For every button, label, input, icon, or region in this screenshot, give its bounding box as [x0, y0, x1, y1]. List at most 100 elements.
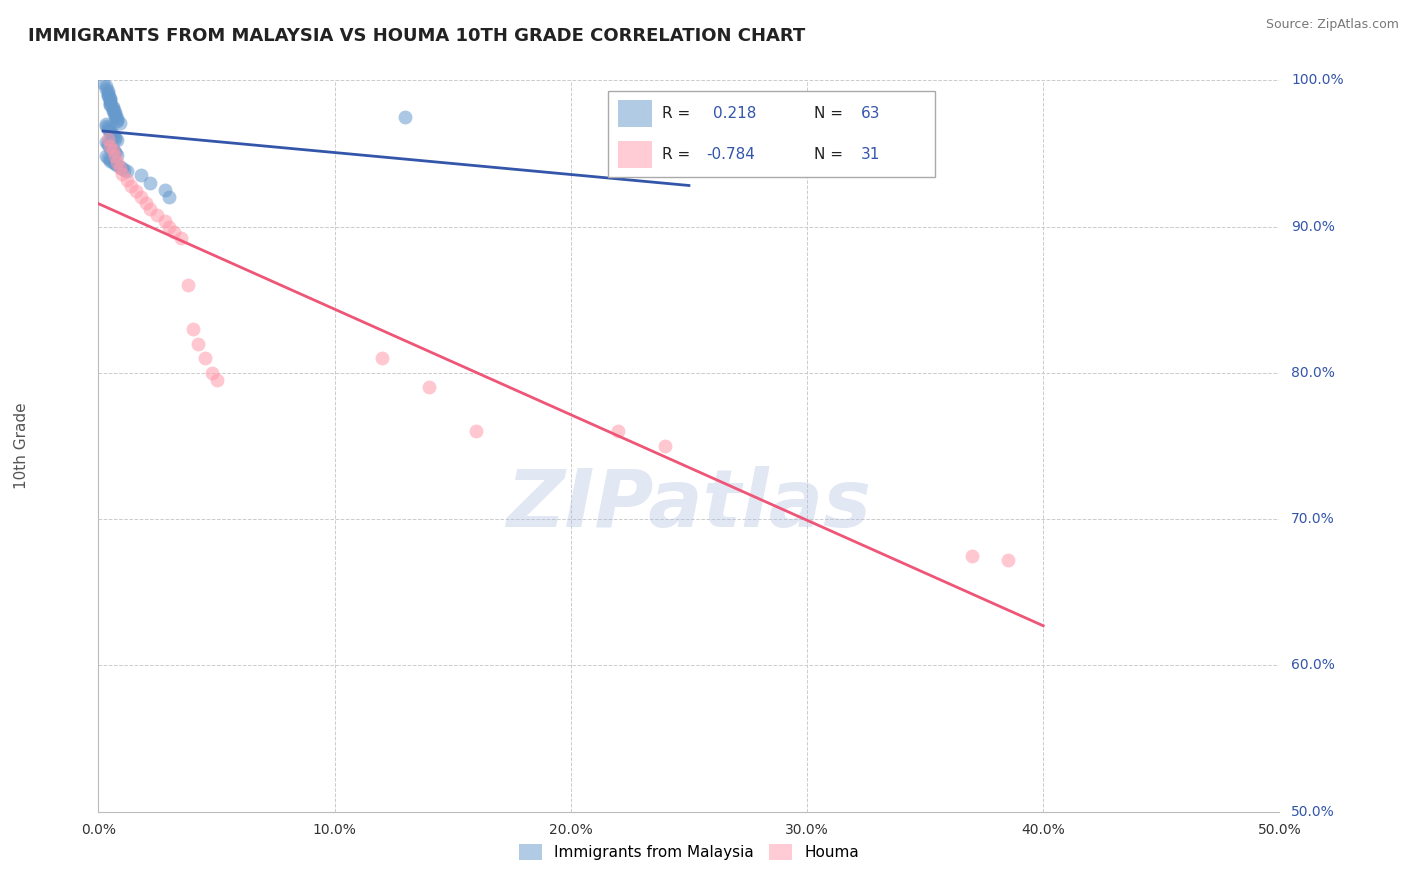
Point	[98, 123, 121, 137]
Point	[654, 439, 676, 453]
Point	[94, 149, 117, 163]
Point	[101, 103, 124, 118]
Point	[97, 136, 120, 151]
Point	[104, 156, 127, 170]
Text: R =: R =	[662, 147, 690, 161]
FancyBboxPatch shape	[619, 100, 652, 127]
Text: R =: R =	[662, 106, 690, 120]
Point	[101, 128, 124, 143]
Text: Source: ZipAtlas.com: Source: ZipAtlas.com	[1265, 18, 1399, 31]
Text: 80.0%: 80.0%	[1291, 366, 1336, 380]
Point	[129, 190, 152, 204]
Text: N =: N =	[814, 147, 842, 161]
Text: 31: 31	[860, 147, 880, 161]
Point	[98, 92, 121, 106]
Point	[465, 425, 488, 439]
Point	[153, 183, 176, 197]
Point	[101, 155, 124, 169]
Point	[157, 219, 180, 234]
Point	[125, 185, 148, 199]
Point	[157, 190, 180, 204]
Point	[104, 107, 127, 121]
Point	[98, 153, 121, 168]
Point	[105, 155, 128, 169]
Point	[104, 110, 127, 124]
Text: 10th Grade: 10th Grade	[14, 402, 30, 490]
Point	[121, 178, 143, 193]
Text: 10.0%: 10.0%	[312, 823, 357, 838]
Point	[394, 110, 416, 124]
Point	[105, 148, 128, 162]
Point	[170, 231, 193, 245]
Point	[153, 213, 176, 227]
Text: 0.218: 0.218	[713, 106, 756, 120]
Point	[98, 124, 121, 138]
Text: IMMIGRANTS FROM MALAYSIA VS HOUMA 10TH GRADE CORRELATION CHART: IMMIGRANTS FROM MALAYSIA VS HOUMA 10TH G…	[28, 27, 806, 45]
FancyBboxPatch shape	[619, 141, 652, 168]
Point	[108, 116, 131, 130]
Point	[194, 351, 217, 366]
Point	[105, 133, 128, 147]
Point	[129, 169, 152, 183]
Text: 30.0%: 30.0%	[785, 823, 830, 838]
Point	[104, 145, 127, 159]
Point	[98, 91, 121, 105]
Point	[98, 95, 121, 110]
Point	[115, 173, 138, 187]
Point	[104, 108, 127, 122]
Point	[98, 140, 121, 154]
Text: 60.0%: 60.0%	[1291, 658, 1336, 673]
Text: -0.784: -0.784	[706, 147, 755, 161]
Point	[997, 553, 1019, 567]
Point	[201, 366, 224, 380]
FancyBboxPatch shape	[607, 91, 935, 177]
Point	[111, 161, 134, 175]
Point	[97, 137, 120, 152]
Point	[97, 83, 120, 97]
Point	[98, 96, 121, 111]
Text: 40.0%: 40.0%	[1021, 823, 1066, 838]
Point	[139, 202, 162, 216]
Text: 70.0%: 70.0%	[1291, 512, 1336, 526]
Point	[97, 151, 120, 165]
Point	[98, 139, 121, 153]
Point	[104, 132, 127, 146]
Point	[97, 89, 120, 103]
Point	[94, 79, 117, 94]
Legend: Immigrants from Malaysia, Houma: Immigrants from Malaysia, Houma	[513, 838, 865, 866]
Point	[97, 87, 120, 102]
Text: 0.0%: 0.0%	[82, 823, 115, 838]
Point	[108, 160, 131, 174]
Text: 63: 63	[860, 106, 880, 120]
Point	[101, 101, 124, 115]
Point	[177, 278, 200, 293]
Point	[962, 549, 984, 563]
Point	[101, 128, 124, 142]
Point	[91, 76, 114, 90]
Point	[104, 149, 127, 163]
Point	[94, 82, 117, 96]
Point	[98, 126, 121, 140]
Point	[187, 336, 209, 351]
Point	[105, 158, 128, 172]
Point	[371, 351, 394, 366]
Text: 20.0%: 20.0%	[548, 823, 593, 838]
Point	[98, 98, 121, 112]
Point	[98, 139, 121, 153]
Text: 50.0%: 50.0%	[1257, 823, 1302, 838]
Point	[98, 153, 121, 167]
Text: N =: N =	[814, 106, 842, 120]
Point	[105, 112, 128, 126]
Point	[94, 119, 117, 133]
Point	[115, 164, 138, 178]
Point	[112, 162, 135, 177]
Point	[94, 135, 117, 149]
Point	[181, 322, 204, 336]
Point	[105, 114, 128, 128]
Point	[94, 117, 117, 131]
Point	[101, 144, 124, 158]
Point	[104, 130, 127, 145]
Point	[101, 142, 124, 156]
Point	[105, 112, 128, 127]
Point	[205, 373, 228, 387]
